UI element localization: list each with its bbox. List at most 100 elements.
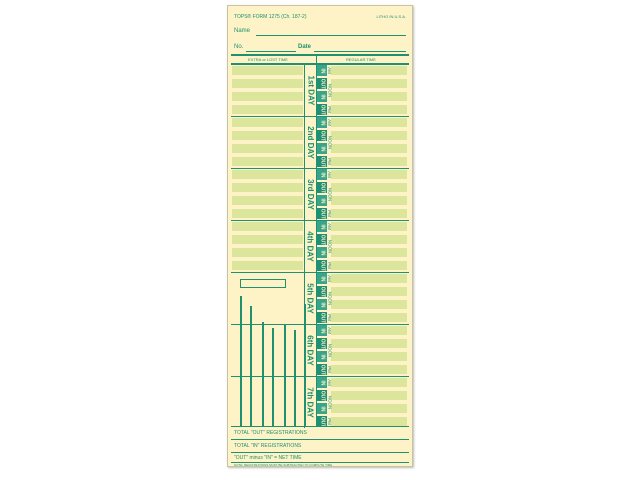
divider xyxy=(231,54,409,56)
regular-time-row[interactable] xyxy=(331,196,407,205)
regular-time-row[interactable] xyxy=(331,79,407,88)
regular-time-row[interactable] xyxy=(331,261,407,270)
extra-time-row[interactable] xyxy=(232,196,303,205)
extra-time-row[interactable] xyxy=(232,144,303,153)
regular-time-row[interactable] xyxy=(331,183,407,192)
regular-time-row[interactable] xyxy=(331,391,407,400)
no-field[interactable] xyxy=(246,51,296,52)
extra-time-row[interactable] xyxy=(232,235,303,244)
period-noon: NOON xyxy=(327,239,332,253)
form-id: TOPS® FORM 1275 (Ch. 187-2) xyxy=(234,14,307,20)
punch-out: OUT xyxy=(317,286,327,297)
period-noon: NOON xyxy=(327,187,332,201)
extra-time-row[interactable] xyxy=(232,222,303,231)
period-pm: PM xyxy=(327,210,332,217)
divider xyxy=(231,426,409,427)
extra-time-row[interactable] xyxy=(232,105,303,114)
day-label: 5th DAY xyxy=(306,282,316,314)
regular-time-row[interactable] xyxy=(331,248,407,257)
period-pm: PM xyxy=(327,262,332,269)
period-am: AM xyxy=(327,327,332,334)
day-label: 3rd DAY xyxy=(306,178,316,210)
period-am: AM xyxy=(327,67,332,74)
regular-time-row[interactable] xyxy=(331,352,407,361)
divider xyxy=(304,116,305,168)
regular-time-row[interactable] xyxy=(331,274,407,283)
extra-time-row[interactable] xyxy=(232,248,303,257)
punch-in: IN xyxy=(317,325,327,336)
total-out-label: TOTAL "OUT" REGISTRATIONS xyxy=(234,430,307,436)
divider xyxy=(231,452,409,453)
regular-time-row[interactable] xyxy=(331,222,407,231)
period-pm: PM xyxy=(327,106,332,113)
regular-time-row[interactable] xyxy=(331,66,407,75)
tally-bar xyxy=(262,322,264,426)
tally-bar xyxy=(240,296,242,426)
punch-in: IN xyxy=(317,91,327,102)
day-divider xyxy=(231,116,409,117)
punch-in: IN xyxy=(317,351,327,362)
punch-in: IN xyxy=(317,273,327,284)
divider xyxy=(231,439,409,440)
regular-time-row[interactable] xyxy=(331,326,407,335)
divider xyxy=(304,64,305,116)
period-noon: NOON xyxy=(327,83,332,97)
day-label: 7th DAY xyxy=(306,386,316,418)
printed-label: LITHO IN U.S.A. xyxy=(376,14,406,19)
extra-time-row[interactable] xyxy=(232,79,303,88)
extra-time-row[interactable] xyxy=(232,170,303,179)
note: NOTE: REGISTRATIONS MUST BE SUBTRACTED T… xyxy=(234,463,333,467)
regular-time-row[interactable] xyxy=(331,118,407,127)
name-field[interactable] xyxy=(256,35,406,36)
tally-bar xyxy=(272,328,274,426)
date-field[interactable] xyxy=(314,51,406,52)
regular-time-row[interactable] xyxy=(331,404,407,413)
regular-time-row[interactable] xyxy=(331,92,407,101)
divider xyxy=(231,462,409,463)
regular-time-row[interactable] xyxy=(331,144,407,153)
name-label: Name xyxy=(234,28,251,34)
regular-time-row[interactable] xyxy=(331,313,407,322)
no-label: No. xyxy=(234,44,244,50)
extra-time-row[interactable] xyxy=(232,66,303,75)
punch-out: OUT xyxy=(317,208,327,219)
extra-time-header: EXTRA or LOST TIME xyxy=(248,57,288,62)
day-divider xyxy=(231,64,409,65)
regular-time-row[interactable] xyxy=(331,417,407,426)
regular-time-row[interactable] xyxy=(331,287,407,296)
extra-time-row[interactable] xyxy=(232,131,303,140)
regular-time-row[interactable] xyxy=(331,131,407,140)
column-divider xyxy=(316,56,317,426)
extra-time-row[interactable] xyxy=(232,209,303,218)
punch-out: OUT xyxy=(317,390,327,401)
day-divider xyxy=(231,272,409,273)
regular-time-header: REGULAR TIME xyxy=(346,57,376,62)
regular-time-row[interactable] xyxy=(331,209,407,218)
time-card: TOPS® FORM 1275 (Ch. 187-2) LITHO IN U.S… xyxy=(227,5,413,467)
period-am: AM xyxy=(327,275,332,282)
regular-time-row[interactable] xyxy=(331,170,407,179)
extra-time-row[interactable] xyxy=(232,183,303,192)
extra-time-row[interactable] xyxy=(232,261,303,270)
punch-in: IN xyxy=(317,169,327,180)
period-am: AM xyxy=(327,223,332,230)
punch-out: OUT xyxy=(317,78,327,89)
extra-time-row[interactable] xyxy=(232,118,303,127)
punch-in: IN xyxy=(317,403,327,414)
regular-time-row[interactable] xyxy=(331,235,407,244)
punch-out: OUT xyxy=(317,338,327,349)
day-divider xyxy=(231,168,409,169)
regular-time-row[interactable] xyxy=(331,300,407,309)
extra-time-row[interactable] xyxy=(232,92,303,101)
extra-time-row[interactable] xyxy=(232,157,303,166)
punch-out: OUT xyxy=(317,364,327,375)
regular-time-row[interactable] xyxy=(331,378,407,387)
regular-time-row[interactable] xyxy=(331,339,407,348)
punch-in: IN xyxy=(317,299,327,310)
regular-time-row[interactable] xyxy=(331,157,407,166)
punch-in: IN xyxy=(317,65,327,76)
punch-out: OUT xyxy=(317,234,327,245)
regular-time-row[interactable] xyxy=(331,365,407,374)
regular-time-row[interactable] xyxy=(331,105,407,114)
tally-bar xyxy=(294,330,296,426)
